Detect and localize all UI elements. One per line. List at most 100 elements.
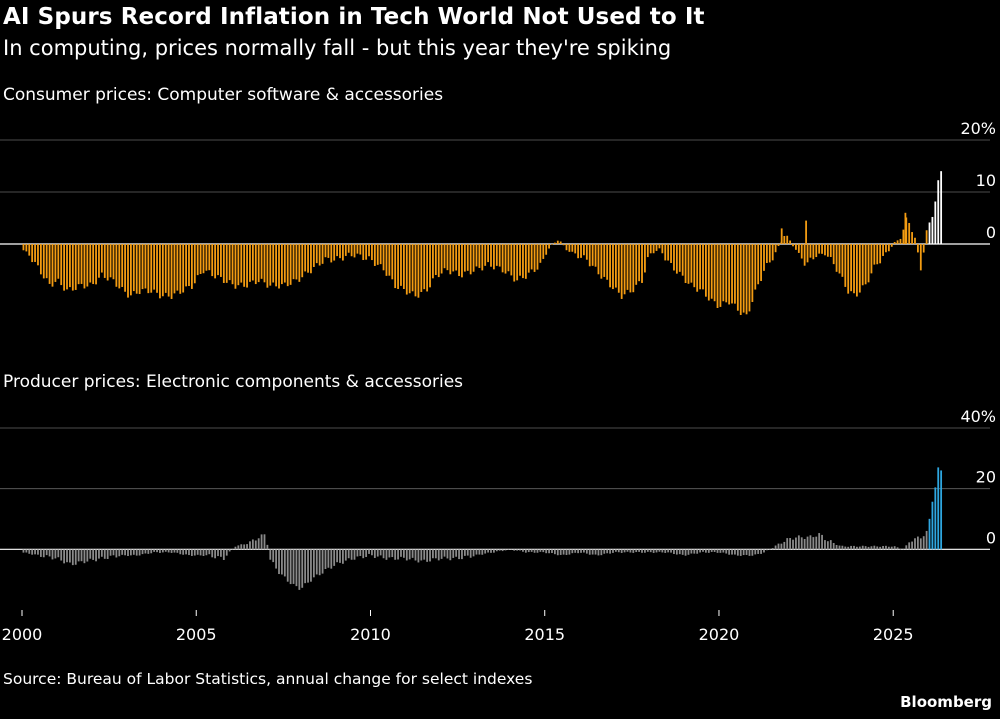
producer-bar bbox=[266, 544, 269, 550]
producer-bar bbox=[115, 549, 118, 558]
consumer-bar bbox=[388, 244, 391, 276]
consumer-bar bbox=[925, 230, 928, 244]
consumer-bar bbox=[809, 244, 812, 258]
producer-bar bbox=[147, 549, 150, 554]
producer-bar bbox=[507, 549, 510, 550]
producer-bar bbox=[429, 549, 431, 562]
consumer-bar bbox=[551, 244, 553, 245]
producer-bar bbox=[646, 549, 649, 552]
producer-bar bbox=[83, 549, 86, 564]
producer-bar bbox=[545, 549, 548, 554]
producer-bar bbox=[754, 549, 757, 555]
consumer-bar bbox=[283, 244, 286, 283]
producer-bar bbox=[138, 549, 141, 556]
producer-bar bbox=[800, 537, 803, 550]
producer-bar bbox=[934, 487, 937, 550]
consumer-bar bbox=[629, 244, 632, 293]
consumer-bar bbox=[417, 244, 420, 298]
x-tick-label: 2025 bbox=[873, 625, 914, 644]
producer-bar bbox=[826, 541, 829, 550]
consumer-bar bbox=[527, 244, 530, 273]
consumer-bar bbox=[458, 244, 460, 277]
consumer-bar bbox=[391, 244, 394, 280]
consumer-bar bbox=[312, 244, 315, 267]
producer-bar bbox=[603, 549, 606, 554]
producer-bar bbox=[179, 549, 182, 555]
producer-bar bbox=[304, 549, 307, 584]
producer-bar bbox=[321, 549, 324, 574]
producer-bar bbox=[333, 549, 336, 566]
producer-bar bbox=[39, 549, 42, 557]
producer-bar bbox=[45, 549, 48, 556]
producer-bar bbox=[745, 549, 748, 555]
producer-bar bbox=[420, 549, 423, 561]
producer-bar bbox=[696, 549, 699, 554]
consumer-bar bbox=[37, 244, 39, 266]
producer-bar bbox=[173, 549, 176, 553]
consumer-bar bbox=[670, 244, 672, 263]
consumer-bar bbox=[382, 244, 385, 271]
producer-bar bbox=[571, 549, 574, 554]
consumer-bar bbox=[298, 244, 301, 282]
consumer-bar bbox=[687, 244, 690, 284]
consumer-bar bbox=[774, 244, 777, 253]
consumer-bar bbox=[585, 244, 588, 260]
consumer-bar bbox=[127, 244, 129, 298]
consumer-bar bbox=[661, 244, 664, 254]
producer-bar bbox=[394, 549, 397, 560]
consumer-bar bbox=[405, 244, 408, 295]
producer-bar bbox=[344, 549, 347, 561]
consumer-bar bbox=[135, 244, 138, 294]
consumer-bar bbox=[34, 244, 36, 262]
producer-bar bbox=[382, 549, 385, 559]
consumer-bar bbox=[466, 244, 469, 271]
producer-bar bbox=[728, 549, 731, 555]
producer-bar bbox=[188, 549, 190, 556]
consumer-bar bbox=[89, 244, 92, 283]
producer-bar bbox=[315, 549, 318, 575]
producer-bar bbox=[132, 549, 135, 555]
producer-bar bbox=[867, 546, 870, 550]
consumer-bar bbox=[188, 244, 190, 287]
consumer-bar bbox=[475, 244, 478, 267]
producer-bar bbox=[655, 549, 658, 553]
consumer-bar bbox=[635, 244, 638, 285]
consumer-bar bbox=[211, 244, 214, 277]
producer-bar bbox=[28, 549, 31, 554]
consumer-bar bbox=[516, 244, 519, 281]
consumer-bar bbox=[408, 244, 411, 294]
producer-bar bbox=[385, 549, 388, 560]
producer-bar bbox=[283, 549, 286, 577]
producer-bar bbox=[789, 538, 792, 550]
producer-bar bbox=[327, 549, 330, 568]
consumer-bar bbox=[896, 240, 899, 244]
consumer-bar bbox=[734, 244, 736, 304]
producer-bar bbox=[914, 538, 916, 550]
consumer-bar bbox=[336, 244, 338, 257]
consumer-bar bbox=[716, 244, 719, 308]
consumer-bar bbox=[536, 244, 539, 270]
consumer-bar bbox=[879, 244, 882, 264]
producer-bar bbox=[77, 549, 80, 562]
producer-bar bbox=[301, 549, 304, 588]
page-title: AI Spurs Record Inflation in Tech World … bbox=[3, 4, 705, 30]
producer-bar bbox=[286, 549, 289, 582]
consumer-bar bbox=[940, 171, 943, 244]
producer-bar bbox=[510, 549, 513, 550]
producer-bar bbox=[667, 549, 670, 553]
producer-bar bbox=[882, 545, 884, 550]
consumer-bar bbox=[368, 244, 370, 257]
producer-bar bbox=[519, 549, 521, 551]
consumer-bar bbox=[98, 244, 100, 278]
producer-bar bbox=[92, 549, 95, 560]
consumer-bar bbox=[118, 244, 121, 289]
producer-bar bbox=[887, 546, 890, 550]
consumer-bar bbox=[667, 244, 670, 261]
producer-bar bbox=[449, 549, 452, 561]
consumer-bar bbox=[609, 244, 611, 288]
producer-bar bbox=[553, 549, 556, 555]
consumer-bar bbox=[690, 244, 693, 283]
producer-bar bbox=[574, 549, 577, 553]
consumer-bar bbox=[841, 244, 844, 277]
producer-bar bbox=[614, 549, 617, 552]
